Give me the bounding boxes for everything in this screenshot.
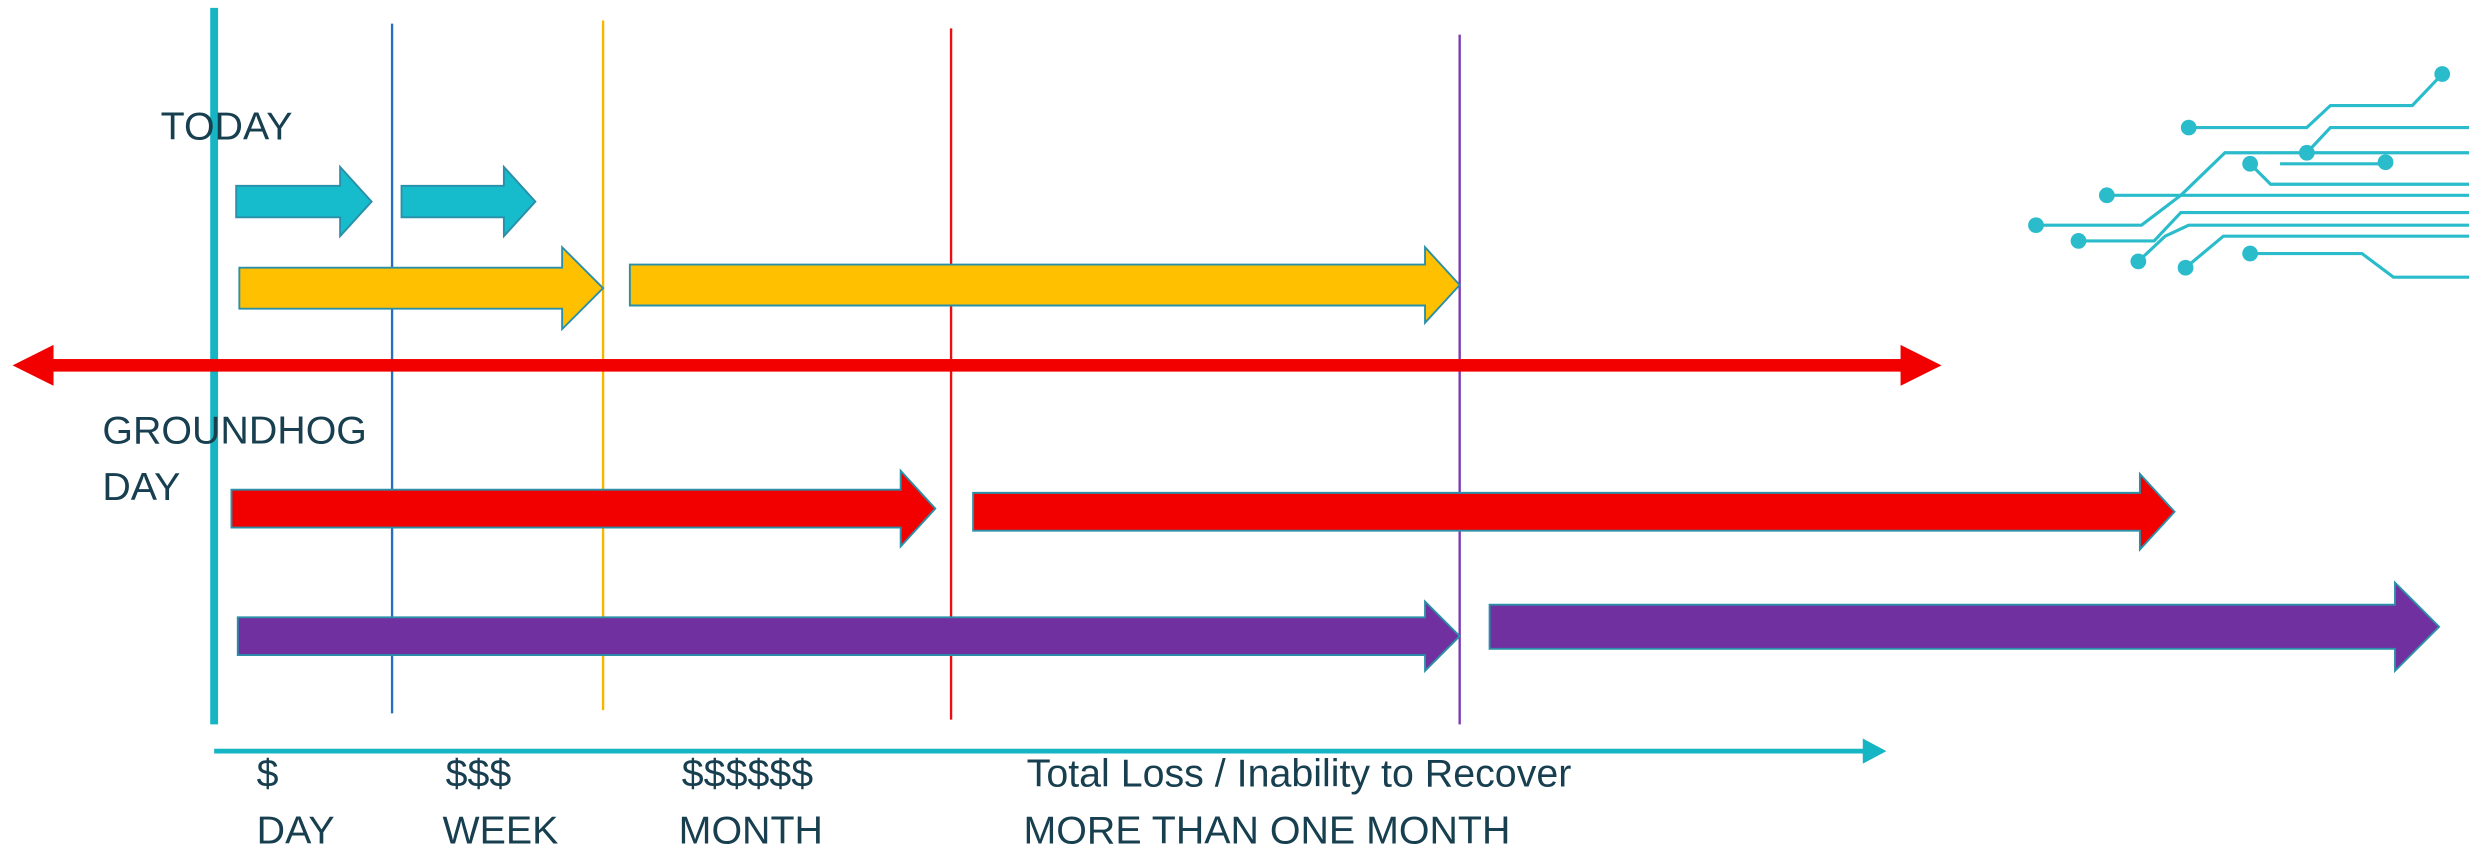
circuit-dots — [2028, 66, 2451, 276]
circuit-decoration — [2035, 72, 2469, 279]
beyond-arrow — [1488, 580, 2441, 674]
day-arrow — [235, 164, 373, 239]
period-label: DAY — [257, 808, 335, 852]
week-arrow — [238, 244, 605, 332]
month-arrow — [972, 471, 2176, 552]
period-label: MORE THAN ONE MONTH — [1024, 808, 1511, 852]
period-label: MONTH — [679, 808, 823, 852]
cost-label: $ — [257, 752, 279, 796]
cost-label: Total Loss / Inability to Recover — [1027, 752, 1572, 796]
bottom-axis-arrow — [214, 738, 1887, 764]
groundhog-label: DAY — [102, 465, 180, 509]
groundhog-label: GROUNDHOG — [102, 408, 367, 452]
month-arrow — [230, 468, 937, 549]
period-label: WEEK — [442, 808, 558, 852]
beyond-arrow — [236, 599, 1462, 674]
arrows — [230, 164, 2441, 674]
cost-label: $$$$$$ — [682, 752, 813, 796]
groundhog-double-arrow — [12, 344, 1942, 386]
week-arrow — [628, 244, 1461, 326]
cost-label: $$$ — [446, 752, 512, 796]
day-arrow — [400, 164, 537, 239]
today-label: TODAY — [161, 105, 293, 149]
